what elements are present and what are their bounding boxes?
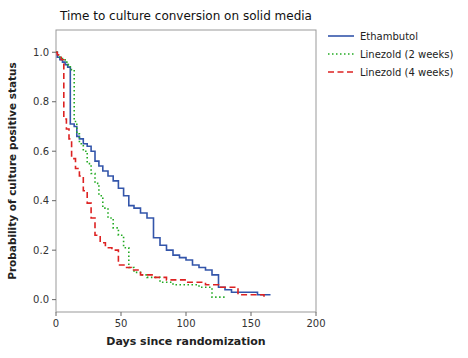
y-tick [52, 101, 56, 102]
x-tick-label: 200 [306, 318, 325, 329]
legend-swatch [328, 71, 354, 73]
y-tick [52, 200, 56, 201]
step-line [56, 52, 264, 297]
legend-swatch [328, 35, 354, 37]
y-tick-label: 0.8 [33, 96, 49, 107]
x-tick-label: 50 [115, 318, 128, 329]
y-axis-label: Probability of culture positive status [6, 62, 18, 280]
title: Time to culture conversion on solid medi… [59, 9, 312, 23]
x-axis-label: Days since randomization [106, 335, 265, 348]
x-tick-label: 0 [53, 318, 59, 329]
legend: Ethambutol Linezold (2 weeks) Linezold (4 … [328, 31, 453, 78]
x-tick [316, 312, 317, 316]
legend-label: Linezold (2 weeks) [360, 49, 453, 60]
y-tick [52, 52, 56, 53]
y-tick [52, 299, 56, 300]
x-tick [186, 312, 187, 316]
y-tick-label: 0.4 [33, 195, 49, 206]
legend-label: Ethambutol [360, 31, 418, 42]
y-tick [52, 151, 56, 152]
y-tick-label: 0.0 [33, 294, 49, 305]
x-tick-label: 150 [241, 318, 260, 329]
plot-frame [56, 30, 316, 312]
y-tick [52, 250, 56, 251]
step-line [56, 52, 225, 297]
x-tick [56, 312, 57, 316]
legend-swatch [328, 53, 354, 55]
y-tick-label: 1.0 [33, 47, 49, 58]
y-tick-label: 0.2 [33, 245, 49, 256]
y-tick-label: 0.6 [33, 146, 49, 157]
x-tick [251, 312, 252, 316]
step-line [56, 52, 271, 294]
legend-label: Linezold (4 weeks) [360, 67, 453, 78]
chart: 0.0 0.2 0.4 0.6 0.8 1.0 0 50 100 150 200 Ethambutol… [0, 0, 468, 358]
plot-area [56, 52, 271, 297]
x-tick-label: 100 [176, 318, 195, 329]
x-tick [121, 312, 122, 316]
